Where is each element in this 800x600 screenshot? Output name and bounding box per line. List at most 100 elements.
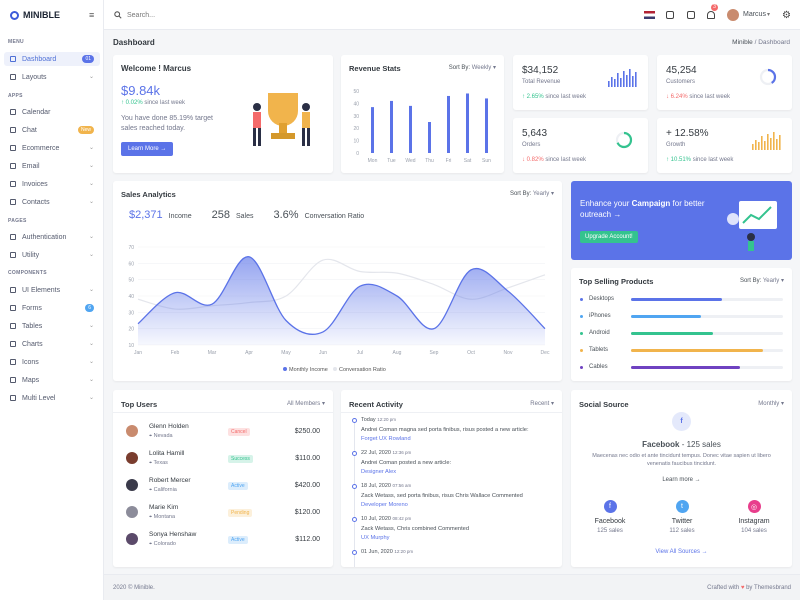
status-badge: Success [228,455,253,463]
sidebar-item-invoices[interactable]: Invoices ⌄ [4,177,100,191]
avatar [126,506,138,518]
fullscreen-icon[interactable] [687,11,695,19]
product-bar-track [631,349,783,352]
breadcrumb-root[interactable]: Minible [732,39,753,46]
social-filter-dropdown[interactable]: Monthly ▾ [758,401,784,407]
learn-more-button[interactable]: Learn More → [121,142,174,156]
spark-bar [629,69,631,87]
spark-bar [770,138,772,150]
activity-link[interactable]: Forget UX Rowland [361,436,411,442]
y-tick-label: 20 [353,126,359,132]
apps-grid-icon[interactable] [666,11,674,19]
stat-card: 5,643 Orders ↓ 0.82% since last week [513,118,648,173]
hamburger-icon[interactable]: ≡ [89,10,95,20]
revenue-sort-dropdown[interactable]: Sort By: Weekly ▾ [448,65,496,71]
user-name: Sonya Henshaw [149,531,197,538]
brand-logo[interactable]: MINIBLE [10,10,60,20]
top-selling-products-card: Top Selling Products Sort By: Yearly ▾ D… [571,268,792,381]
income-value: $2,371 [129,209,163,221]
y-tick-label: 60 [128,261,134,267]
users-filter-dropdown[interactable]: All Members ▾ [286,401,325,407]
sidebar-item-dashboard[interactable]: Dashboard 01 [4,52,100,66]
learn-more-link[interactable]: Learn more → [662,477,701,483]
social-item-twitter[interactable]: t Twitter 112 sales [657,500,707,545]
table-row[interactable]: Robert Mercer ⌖ California Active $420.00 [113,475,333,499]
bell-icon[interactable] [707,11,715,19]
recent-activity-card: Recent Activity Recent ▾ Today 12:20 pm A… [341,390,562,567]
chevron-down-icon[interactable]: ▾ [767,12,771,18]
campaign-text-d[interactable]: outreach → [580,210,622,219]
activity-date: 10 Jul, 2020 08:42 pm [361,516,411,522]
sidebar-item-ui-elements[interactable]: UI Elements ⌄ [4,283,100,297]
spark-bar [773,132,775,150]
sidebar-item-authentication[interactable]: Authentication ⌄ [4,230,100,244]
activity-date-text: 18 Jul, 2020 [361,483,391,489]
x-tick-label: Mon [368,158,378,164]
top-users-title: Top Users [121,400,158,409]
activity-time: 08:42 pm [392,516,412,521]
sidebar-item-layouts[interactable]: Layouts ⌄ [4,70,100,84]
sort-value: Yearly [762,278,780,284]
tables-icon [10,323,16,329]
ring-fill [615,131,633,149]
social-source-card: Social Source Monthly ▾ f Facebook - 125… [571,390,792,567]
activity-link[interactable]: Designer Alex [361,469,397,475]
charts-icon [10,341,16,347]
product-bar-fill [631,332,714,335]
top-users-card: Top Users All Members ▾ Glenn Holden ⌖ Ne… [113,390,333,567]
social-item-facebook[interactable]: f Facebook 125 sales [585,500,635,545]
activity-link[interactable]: Developer Moreno [361,502,408,508]
activity-date: 18 Jul, 2020 07:56 am [361,483,411,489]
product-bar-track [631,332,783,335]
table-row[interactable]: Marie Kim ⌖ Montana Pending $120.00 [113,502,333,526]
flag-us-icon[interactable] [644,11,655,19]
sidebar-item-ecommerce[interactable]: Ecommerce ⌄ [4,141,100,155]
sort-value: Weekly [471,65,492,71]
sales-label: Sales [235,213,254,220]
product-name: iPhones [589,313,611,319]
topbar: Search... 3 Marcus ▾ ⚙ [104,0,800,30]
sidebar-item-chat[interactable]: Chat New [4,123,100,137]
calendar-icon [10,109,16,115]
product-bar-fill [631,349,764,352]
activity-link[interactable]: UX Murphy [361,535,390,541]
y-tick-label: 70 [128,245,134,251]
user-name[interactable]: Marcus [743,11,766,18]
social-headline-b: - 125 sales [681,440,721,449]
search-input[interactable]: Search... [127,11,156,19]
chevron-down-icon: ⌄ [88,181,94,187]
avatar[interactable] [727,9,739,21]
activity-filter-dropdown[interactable]: Recent ▾ [530,401,554,407]
sidebar-item-charts[interactable]: Charts ⌄ [4,337,100,351]
upgrade-account-button[interactable]: Upgrade Account! [580,231,638,243]
social-name: Twitter [671,518,693,525]
sidebar-item-email[interactable]: Email ⌄ [4,159,100,173]
activity-date-text: 22 Jul, 2020 [361,450,391,456]
activity-date: 22 Jul, 2020 12:36 pm [361,450,411,456]
search-box[interactable]: Search... [114,11,155,19]
sidebar-item-tables[interactable]: Tables ⌄ [4,319,100,333]
table-row[interactable]: Lolita Hamill ⌖ Texas Success $110.00 [113,448,333,472]
gear-icon[interactable]: ⚙ [782,10,791,21]
social-item-instagram[interactable]: ◎ Instagram 104 sales [729,500,779,545]
sidebar-item-icons[interactable]: Icons ⌄ [4,355,100,369]
table-row[interactable]: Glenn Holden ⌖ Nevada Cancel $250.00 [113,421,333,445]
sidebar-item-multi-level[interactable]: Multi Level ⌄ [4,391,100,405]
stat-value: 5,643 [522,128,548,139]
view-all-sources-link[interactable]: View All Sources → [655,549,708,555]
table-row[interactable]: Sonya Henshaw ⌖ Colorado Active $112.00 [113,529,333,553]
sidebar-item-calendar[interactable]: Calendar [4,105,100,119]
instagram-icon: ◎ [747,500,761,513]
sidebar-item-contacts[interactable]: Contacts ⌄ [4,195,100,209]
sales-sort-dropdown[interactable]: Sort By: Yearly ▾ [509,191,554,197]
sidebar-item-label: Chat [22,126,37,134]
bar [428,122,431,153]
map-pin-icon: ⌖ [149,487,154,493]
spark-bar [761,136,763,150]
sidebar-item-utility[interactable]: Utility ⌄ [4,248,100,262]
sidebar-item-forms[interactable]: Forms 6 [4,301,100,315]
chevron-down-icon: ⌄ [88,377,94,383]
sidebar-item-maps[interactable]: Maps ⌄ [4,373,100,387]
products-sort-dropdown[interactable]: Sort By: Yearly ▾ [739,278,784,284]
legend-label: Monthly Income [289,367,328,373]
